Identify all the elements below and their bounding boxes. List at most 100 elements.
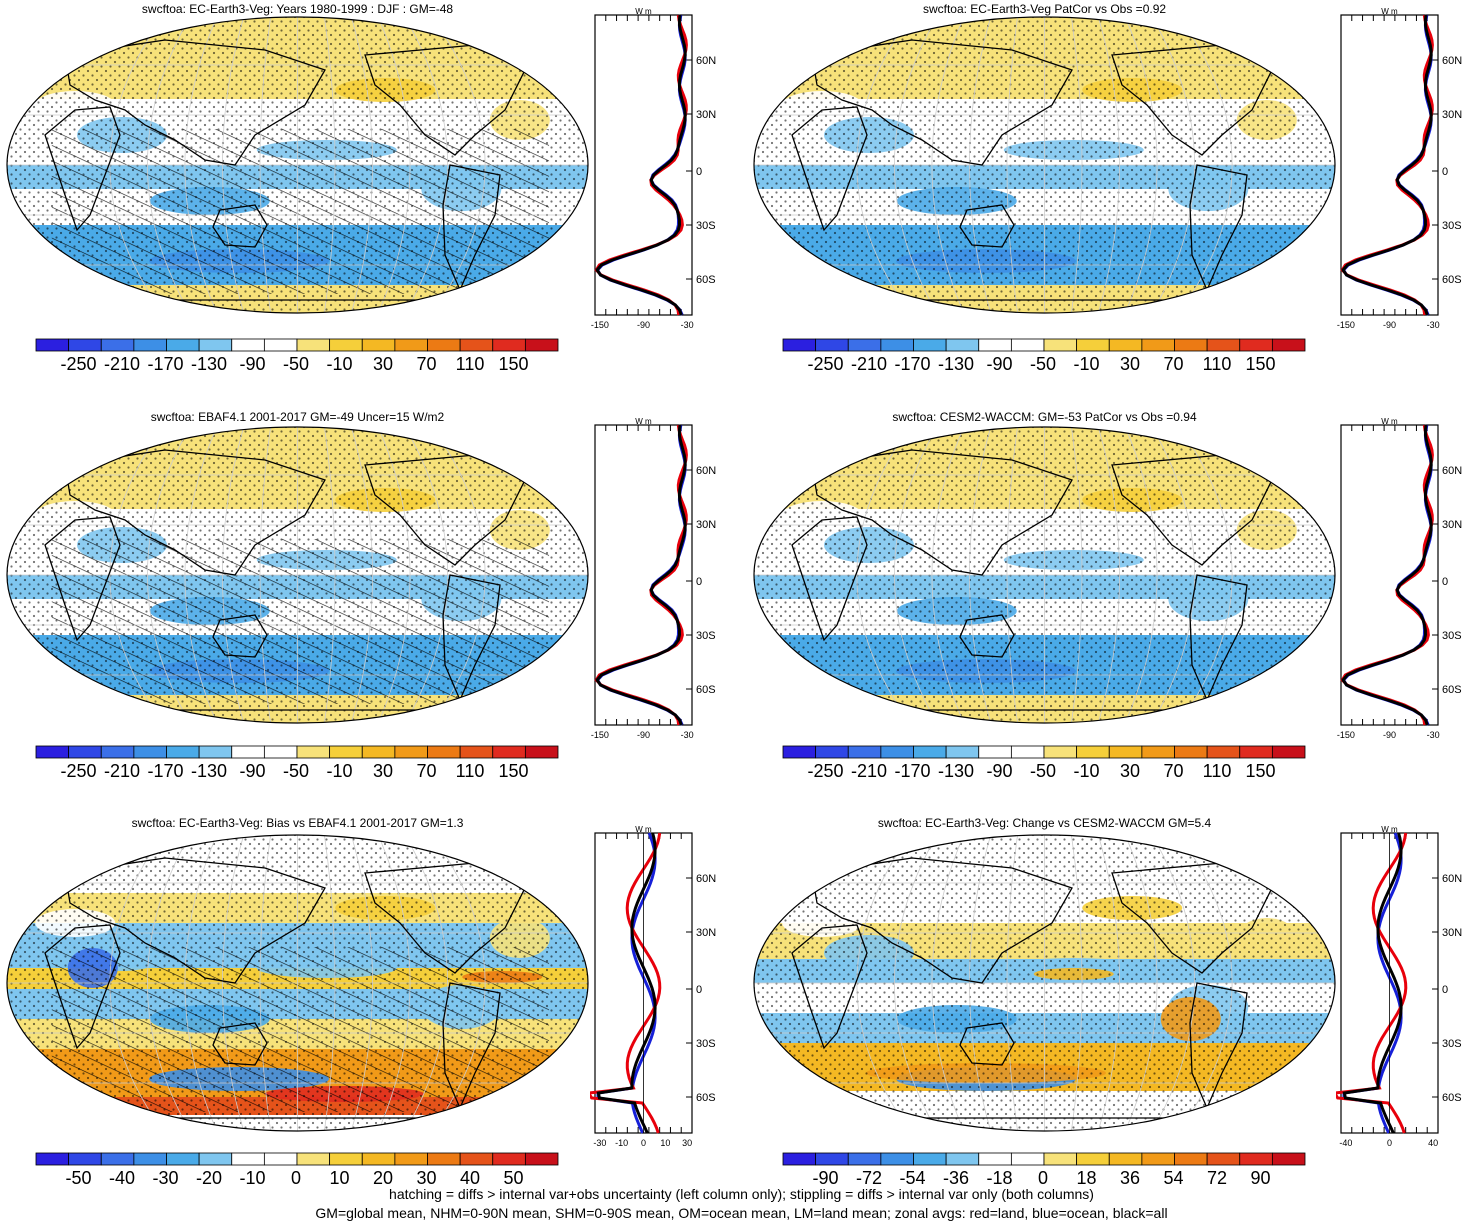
map-title: swcftoa: EC-Earth3-Veg: Bias vs EBAF4.1 …: [131, 816, 464, 830]
colorbar-tick-label: -10: [326, 761, 353, 781]
colorbar-swatch: [35, 338, 70, 352]
map-title: swcftoa: EBAF4.1 2001-2017 GM=-49 Uncer=…: [150, 410, 445, 424]
zonal-mean-plot: W m 60N 30N 0 30S 60S -150 -90 -30: [591, 7, 716, 330]
colorbar-tick-label: -50: [65, 1168, 92, 1188]
zonal-lat-label: 30S: [696, 1038, 716, 1050]
colorbar-tick-label: 150: [498, 354, 529, 374]
colorbar-swatch: [35, 745, 70, 759]
zonal-x-tick-label: -30: [681, 730, 694, 740]
colorbar-swatch: [68, 1152, 102, 1166]
zonal-lat-label: 60N: [1442, 55, 1462, 67]
colorbar-tick-label: 50: [503, 1168, 524, 1188]
colorbar-swatch: [1206, 1152, 1241, 1166]
colorbar-swatch: [913, 1152, 947, 1166]
colorbar-swatch: [1141, 745, 1175, 759]
coastline: [811, 449, 1073, 576]
colorbar-tick-label: 18: [1076, 1168, 1097, 1188]
colorbar-tick-label: -130: [190, 354, 228, 374]
colorbar-tick-label: -170: [147, 761, 184, 781]
zonal-lat-label: 30N: [1442, 927, 1462, 939]
colorbar-tick-label: 110: [1202, 761, 1232, 781]
zonal-x-tick-label: -90: [1383, 730, 1396, 740]
colorbar-swatch: [329, 745, 363, 759]
colorbar: [35, 745, 559, 759]
colorbar-tick-label: 90: [1250, 1168, 1271, 1188]
colorbar-swatch: [68, 745, 102, 759]
colorbar-swatch: [296, 338, 331, 352]
zonal-land-curve: [594, 424, 688, 726]
map-title: swcftoa: EC-Earth3-Veg: Change vs CESM2-…: [877, 816, 1212, 830]
colorbar-tick-label: -250: [807, 761, 844, 781]
zonal-x-tick-label: -30: [681, 320, 694, 330]
colorbar-tick-label: -50: [282, 761, 310, 781]
colorbar-tick-label: 0: [1037, 1168, 1049, 1188]
zonal-unit-label: W m: [635, 417, 652, 426]
colorbar-swatch: [133, 1152, 167, 1166]
colorbar-tick-label: -210: [103, 354, 141, 374]
colorbar-tick-label: -20: [195, 1168, 223, 1188]
colorbar-swatch: [1239, 1152, 1273, 1166]
colorbar-swatch: [394, 338, 428, 352]
coastline: [442, 982, 501, 1110]
colorbar-tick-label: -50: [282, 354, 310, 374]
colorbar-tick-label: 70: [416, 354, 437, 374]
zonal-lat-label: 60S: [696, 274, 716, 286]
colorbar-swatch: [231, 745, 265, 759]
colorbar-tick-label: -40: [108, 1168, 136, 1188]
colorbar-tick-label: -54: [899, 1168, 926, 1188]
colorbar-swatch: [880, 338, 914, 352]
colorbar-tick-label: -10: [1073, 354, 1100, 374]
colorbar-tick-label: 54: [1163, 1168, 1184, 1188]
zonal-lat-label: 60S: [696, 1092, 716, 1104]
colorbar-swatch: [231, 1152, 265, 1166]
colorbar-swatch: [492, 338, 526, 352]
colorbar-swatch: [1271, 338, 1306, 352]
colorbar-swatch: [427, 1152, 461, 1166]
colorbar-tick-label: 30: [416, 1168, 437, 1188]
colorbar-swatch: [459, 1152, 494, 1166]
zonal-unit-label: W m: [1381, 825, 1398, 834]
colorbar-swatch: [1108, 338, 1143, 352]
colorbar-swatch: [427, 338, 461, 352]
colorbar-swatch: [1239, 745, 1273, 759]
colorbar-tick-label: -210: [850, 761, 888, 781]
colorbar-swatch: [361, 1152, 396, 1166]
zonal-all-curve: [1342, 832, 1403, 1134]
zonal-lat-label: 30N: [1442, 519, 1462, 531]
zonal-lat-label: 60N: [696, 55, 716, 67]
colorbar-swatch: [945, 745, 980, 759]
world-map: [753, 16, 1336, 314]
zonal-lat-label: 0: [1442, 166, 1448, 178]
colorbar-swatch: [524, 1152, 559, 1166]
colorbar-swatch: [100, 745, 135, 759]
colorbar-swatch: [394, 1152, 428, 1166]
colorbar-tick-label: 72: [1206, 1168, 1228, 1188]
colorbar-tick-label: -130: [937, 761, 975, 781]
colorbar-tick-label: -50: [1029, 354, 1057, 374]
colorbar-tick-label: 40: [459, 1168, 481, 1188]
zonal-land-curve: [1340, 424, 1434, 726]
colorbar-swatch: [782, 1152, 817, 1166]
zonal-mean-plot: W m 60N 30N 0 30S 60S -30 -10 0 10 30: [590, 825, 716, 1148]
zonal-x-tick-label: -150: [1337, 730, 1355, 740]
colorbar-swatch: [1239, 338, 1273, 352]
colorbar-swatch: [198, 1152, 233, 1166]
zonal-lat-label: 60N: [696, 465, 716, 477]
zonal-all-curve: [1341, 14, 1433, 316]
zonal-mean-plot: W m 60N 30N 0 30S 60S -40 0 40: [1336, 825, 1462, 1148]
coastline: [442, 164, 501, 292]
colorbar-tick-label: -210: [850, 354, 888, 374]
colorbar-swatch: [880, 1152, 914, 1166]
zonal-lat-label: 60S: [1442, 684, 1462, 696]
coastline: [791, 516, 868, 642]
colorbar-swatch: [459, 338, 494, 352]
colorbar-tick-label: -130: [190, 761, 228, 781]
colorbar-tick-label: -50: [1029, 761, 1057, 781]
colorbar-tick-label: 110: [1202, 354, 1232, 374]
colorbar-swatch: [394, 745, 428, 759]
coastline: [212, 614, 268, 658]
zonal-x-tick-label: 40: [1428, 1138, 1438, 1148]
zonal-x-tick-label: 10: [660, 1138, 670, 1148]
colorbar-swatch: [913, 338, 947, 352]
colorbar-tick-label: 150: [498, 761, 529, 781]
